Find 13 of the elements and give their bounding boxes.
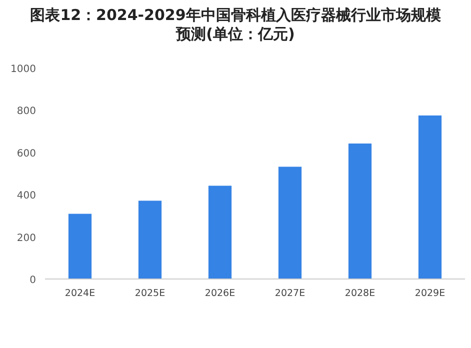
y-tick-label: 200 — [16, 232, 36, 244]
x-tick-label: 2028E — [344, 288, 376, 299]
x-tick-label: 2025E — [134, 288, 166, 299]
x-tick-label: 2029E — [414, 288, 446, 299]
x-tick-label: 2026E — [204, 288, 236, 299]
x-tick-label: 2027E — [274, 288, 306, 299]
y-tick-label: 600 — [16, 148, 36, 160]
y-tick-label: 800 — [16, 106, 36, 118]
chart-title: 图表12：2024-2029年中国骨科植入医疗器械行业市场规模预测(单位：亿元) — [30, 6, 442, 43]
y-tick-label: 0 — [30, 275, 36, 286]
x-tick-label: 2024E — [64, 288, 96, 299]
y-tick-label: 1000 — [10, 64, 36, 75]
y-tick-label: 400 — [16, 190, 36, 202]
